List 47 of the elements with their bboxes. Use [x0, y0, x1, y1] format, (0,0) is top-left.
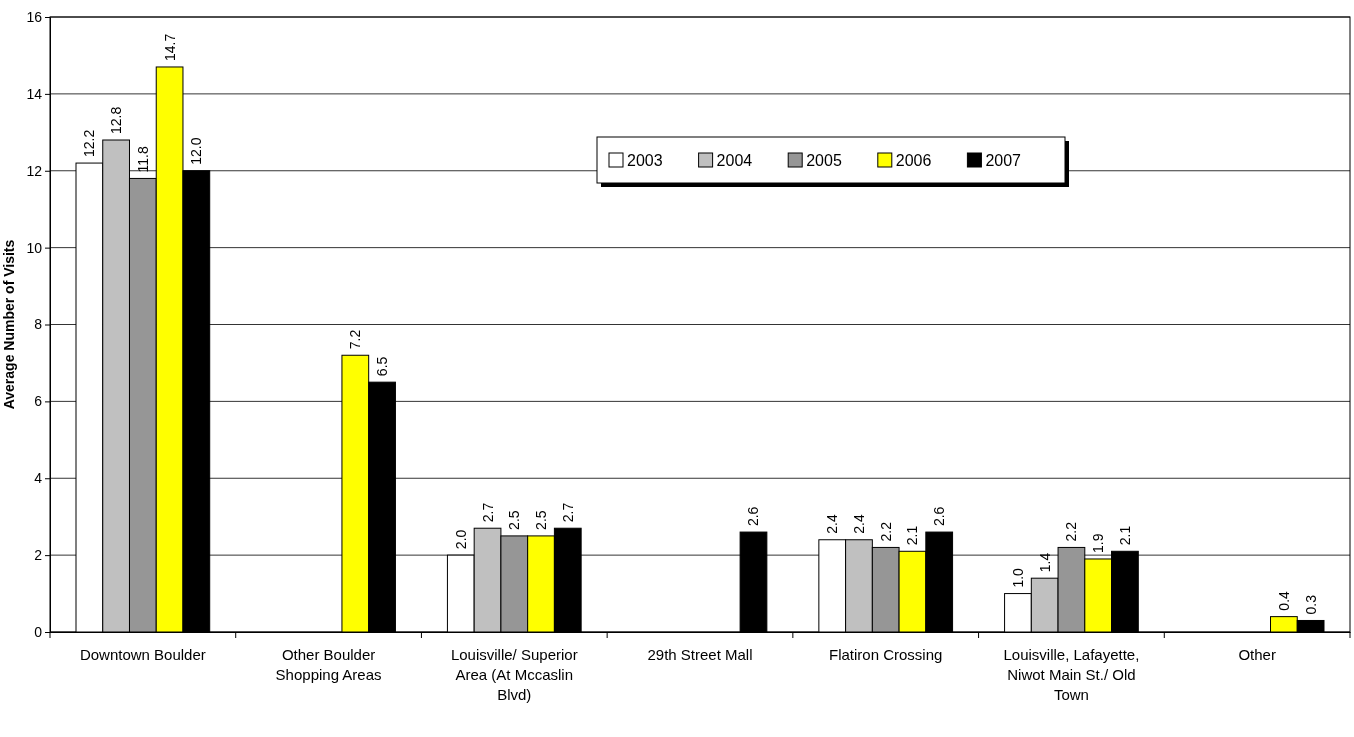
data-label: 14.7 — [161, 33, 178, 61]
y-tick-label: 10 — [26, 239, 43, 256]
y-axis-title: Average Number of Visits — [1, 239, 17, 410]
x-tick-label: 29th Street Mall — [647, 646, 753, 663]
y-tick-label: 14 — [26, 85, 43, 102]
data-label: 2.2 — [877, 521, 894, 542]
data-label: 2.4 — [850, 514, 867, 534]
x-tick-label: Louisville/ Superior Area (At Mccaslin Blvd) — [450, 646, 578, 703]
y-tick-label: 8 — [34, 316, 43, 333]
data-label: 11.8 — [134, 146, 151, 173]
data-label: 2.6 — [745, 506, 762, 527]
data-label: 0.4 — [1275, 590, 1292, 611]
data-label: 2.5 — [533, 510, 550, 530]
x-tick-label: Other — [1238, 646, 1276, 663]
data-label: 2.4 — [824, 514, 841, 534]
data-label: 1.0 — [1009, 567, 1026, 588]
y-tick-label: 0 — [34, 623, 43, 640]
data-label: 1.9 — [1090, 533, 1107, 553]
legend-label: 2007 — [985, 152, 1022, 169]
x-tick-label: Downtown Boulder — [79, 646, 206, 663]
legend-label: 2003 — [627, 152, 663, 169]
data-label: 1.4 — [1036, 552, 1053, 573]
data-label: 0.3 — [1302, 594, 1319, 615]
y-tick-label: 2 — [34, 547, 43, 564]
data-label: 2.6 — [931, 506, 948, 527]
data-label: 2.7 — [559, 502, 576, 523]
y-tick-label: 16 — [26, 8, 43, 25]
data-label: 2.1 — [904, 525, 921, 546]
legend-label: 2004 — [716, 152, 753, 169]
x-tick-label: Other Boulder Shopping Areas — [275, 646, 382, 683]
data-label: 2.1 — [1116, 525, 1133, 546]
data-label: 2.2 — [1063, 521, 1080, 542]
data-label: 7.2 — [347, 329, 364, 350]
y-tick-label: 4 — [34, 470, 43, 487]
data-label: 2.5 — [506, 510, 523, 530]
data-label: 2.7 — [479, 502, 496, 523]
x-tick-label: Flatiron Crossing — [829, 646, 943, 663]
legend-label: 2005 — [806, 152, 842, 169]
data-label: 12.2 — [81, 129, 98, 158]
data-label: 2.0 — [452, 529, 469, 550]
data-label: 12.8 — [108, 106, 125, 134]
y-tick-label: 12 — [26, 162, 43, 179]
data-label: 6.5 — [374, 356, 391, 377]
data-label: 12.0 — [188, 137, 205, 165]
y-tick-label: 6 — [34, 393, 43, 410]
legend-label: 2006 — [895, 152, 932, 169]
x-tick-label: Louisville, Lafayette, Niwot Main St./ Old Town — [1003, 646, 1140, 703]
